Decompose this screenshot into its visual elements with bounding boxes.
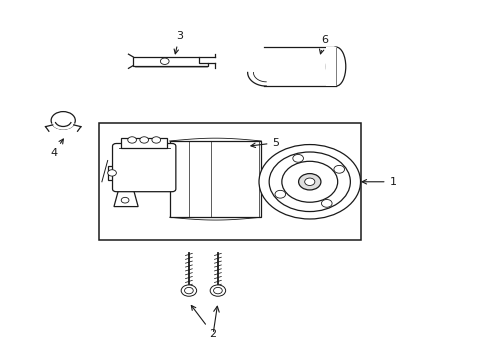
Ellipse shape xyxy=(326,47,345,86)
Circle shape xyxy=(259,145,360,219)
Text: 6: 6 xyxy=(319,35,327,54)
Wedge shape xyxy=(51,121,75,130)
Circle shape xyxy=(292,154,303,162)
Circle shape xyxy=(181,285,196,296)
Circle shape xyxy=(210,285,225,296)
Circle shape xyxy=(213,287,222,294)
Polygon shape xyxy=(114,189,138,207)
Bar xyxy=(99,123,360,240)
Circle shape xyxy=(281,161,337,202)
Circle shape xyxy=(321,199,331,207)
Bar xyxy=(107,166,116,180)
Circle shape xyxy=(51,112,75,129)
Text: 4: 4 xyxy=(50,139,63,158)
Text: 3: 3 xyxy=(174,31,183,54)
Circle shape xyxy=(274,190,285,198)
Bar xyxy=(169,141,261,217)
Circle shape xyxy=(304,178,314,185)
Circle shape xyxy=(140,137,148,143)
Circle shape xyxy=(298,174,320,190)
Bar xyxy=(326,47,336,86)
Circle shape xyxy=(160,58,169,64)
Text: 1: 1 xyxy=(362,177,396,187)
Circle shape xyxy=(152,137,160,143)
Circle shape xyxy=(121,197,129,203)
Text: 5: 5 xyxy=(250,138,279,148)
Circle shape xyxy=(127,137,136,143)
FancyBboxPatch shape xyxy=(112,144,176,192)
Circle shape xyxy=(268,152,350,212)
Bar xyxy=(173,166,181,180)
Circle shape xyxy=(333,165,344,173)
Circle shape xyxy=(107,170,116,176)
Bar xyxy=(121,138,167,148)
Polygon shape xyxy=(133,57,208,66)
Circle shape xyxy=(184,287,193,294)
Text: 2: 2 xyxy=(191,306,216,339)
